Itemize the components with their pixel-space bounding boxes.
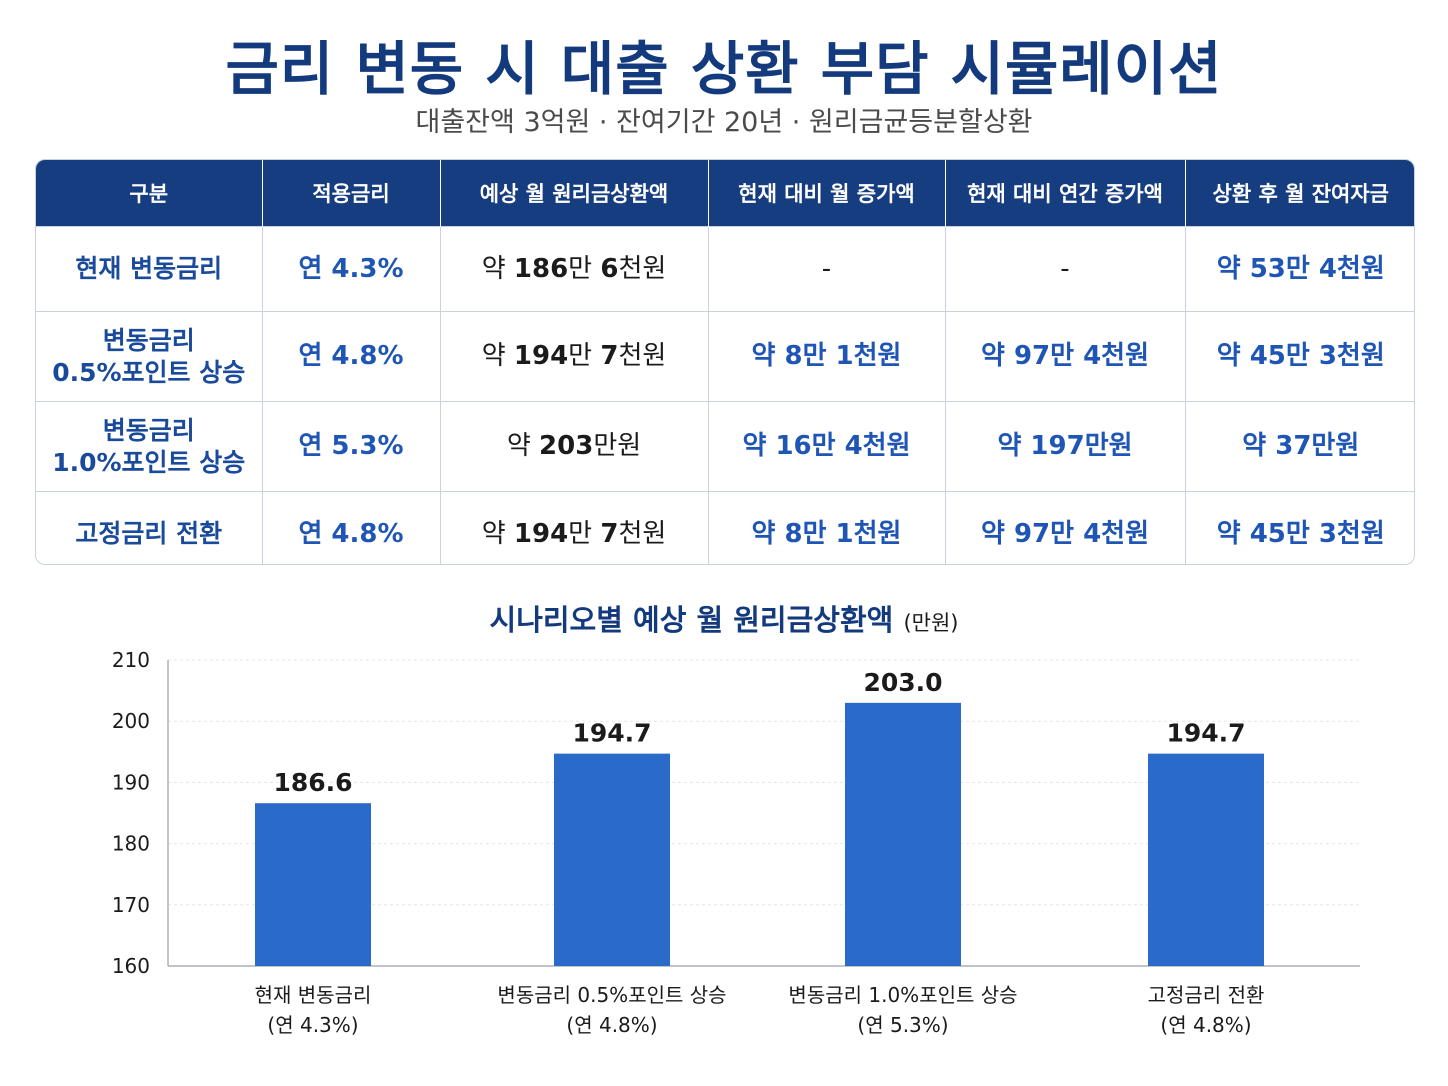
payment-prefix: 약 [506,431,540,462]
payment-unit: 만 [568,253,601,284]
category-label: 고정금리 전환 [75,519,223,549]
payment-prefix: 약 [481,518,514,549]
chart-title: 시나리오별 예상 월 원리금상환액 (만원) [0,597,1448,639]
remaining-cell: 약 37만원 [1185,401,1414,492]
monthly-increase-cell: 약 8만 1천원 [708,311,946,402]
payment-number: 194 [513,518,569,549]
payment-number2: 7 [600,341,619,372]
x-tick-label: 변동금리 0.5%포인트 상승 [497,983,726,1007]
payment-suffix: 천원 [618,341,667,372]
column-header: 현재 대비 월 증가액 [708,160,946,227]
category-cell: 고정금리 전환 [36,491,263,564]
category-label: 변동금리 [102,416,195,446]
payment-number: 194 [513,341,569,372]
annual-increase-cell: 약 97만 4천원 [945,491,1186,564]
chart-title-text: 시나리오별 예상 월 원리금상환액 [489,603,894,637]
remaining-cell: 약 53만 4천원 [1185,226,1414,312]
category-label-line2: 1.0%포인트 상승 [52,447,246,477]
annual-increase-cell: 약 197만원 [945,401,1186,492]
page-subtitle: 대출잔액 3억원 · 잔여기간 20년 · 원리금균등분할상환 [415,107,1033,138]
comparison-table: 구분 적용금리 예상 월 원리금상환액 현재 대비 월 증가액 현재 대비 연간… [35,159,1415,565]
payment-suffix: 천원 [618,518,667,549]
y-tick-label: 210 [112,648,150,672]
remaining-cell: 약 45만 3천원 [1185,311,1414,402]
y-tick-label: 200 [112,709,150,733]
category-cell: 현재 변동금리 [36,226,263,312]
y-tick-label: 160 [112,954,150,978]
bar [255,803,371,966]
payment-cell: 약 194만 7천원 [440,311,709,402]
rate-cell: 연 4.3% [262,226,441,312]
table-row: 변동금리 0.5%포인트 상승 연 4.8% 약 194만 7천원 약 8만 1천… [36,311,1414,402]
payment-unit: 만 [568,341,601,372]
rate-cell: 연 4.8% [262,311,441,402]
column-header: 예상 월 원리금상환액 [440,160,709,227]
chart-unit: (만원) [903,611,959,635]
payment-number2: 7 [600,518,619,549]
y-tick-label: 190 [112,770,150,794]
category-label-line2: 0.5%포인트 상승 [52,357,246,387]
table-row: 고정금리 전환 연 4.8% 약 194만 7천원 약 8만 1천원 약 97만… [36,491,1414,564]
rate-cell: 연 5.3% [262,401,441,492]
x-tick-sublabel: (연 4.8%) [1160,1013,1251,1037]
bar [1148,753,1264,966]
payment-cell: 약 203만원 [440,401,709,492]
data-label: 194.7 [1166,719,1245,748]
payment-number2: 6 [600,253,619,284]
category-label: 현재 변동금리 [75,254,223,284]
column-header: 현재 대비 연간 증가액 [945,160,1186,227]
x-tick-label: 현재 변동금리 [255,983,372,1007]
page-title: 금리 변동 시 대출 상환 부담 시뮬레이션 [225,35,1223,103]
column-header: 상환 후 월 잔여자금 [1185,160,1414,227]
payment-cell: 약 186만 6천원 [440,226,709,312]
payment-number: 186 [513,253,569,284]
x-tick-sublabel: (연 4.8%) [566,1013,657,1037]
rate-cell: 연 4.8% [262,491,441,564]
table-header-row: 구분 적용금리 예상 월 원리금상환액 현재 대비 월 증가액 현재 대비 연간… [36,160,1414,227]
table-row: 현재 변동금리 연 4.3% 약 186만 6천원 - - 약 53만 4천원 [36,226,1414,312]
payment-cell: 약 194만 7천원 [440,491,709,564]
category-label: 변동금리 [102,326,195,356]
bar [845,702,961,966]
column-header: 구분 [36,160,263,227]
column-header: 적용금리 [262,160,441,227]
monthly-increase-cell: 약 16만 4천원 [708,401,946,492]
payment-suffix: 천원 [618,253,667,284]
data-label: 194.7 [572,719,651,748]
y-tick-label: 180 [112,832,150,856]
data-label: 203.0 [863,668,942,697]
annual-increase-cell: - [945,226,1186,312]
y-tick-label: 170 [112,893,150,917]
monthly-increase-cell: 약 8만 1천원 [708,491,946,564]
data-label: 186.6 [273,768,352,797]
bar [554,753,670,966]
bar-chart: 160 170 180 190 200 210 186.6 현재 변동금리 (연 4.3%) 19… [112,648,1360,1037]
category-cell: 변동금리 1.0%포인트 상승 [36,401,263,492]
x-tick-sublabel: (연 4.3%) [267,1013,358,1037]
payment-number: 203 [539,431,594,462]
category-cell: 변동금리 0.5%포인트 상승 [36,311,263,402]
payment-prefix: 약 [481,341,514,372]
table-row: 변동금리 1.0%포인트 상승 연 5.3% 약 203만원 약 16만 4천원 … [36,401,1414,492]
annual-increase-cell: 약 97만 4천원 [945,311,1186,402]
x-tick-sublabel: (연 5.3%) [857,1013,948,1037]
monthly-increase-cell: - [708,226,946,312]
payment-unit: 만원 [593,431,642,462]
remaining-cell: 약 45만 3천원 [1185,491,1414,564]
payment-prefix: 약 [481,253,514,284]
x-tick-label: 변동금리 1.0%포인트 상승 [788,983,1017,1007]
payment-unit: 만 [568,518,601,549]
x-tick-label: 고정금리 전환 [1148,983,1265,1007]
